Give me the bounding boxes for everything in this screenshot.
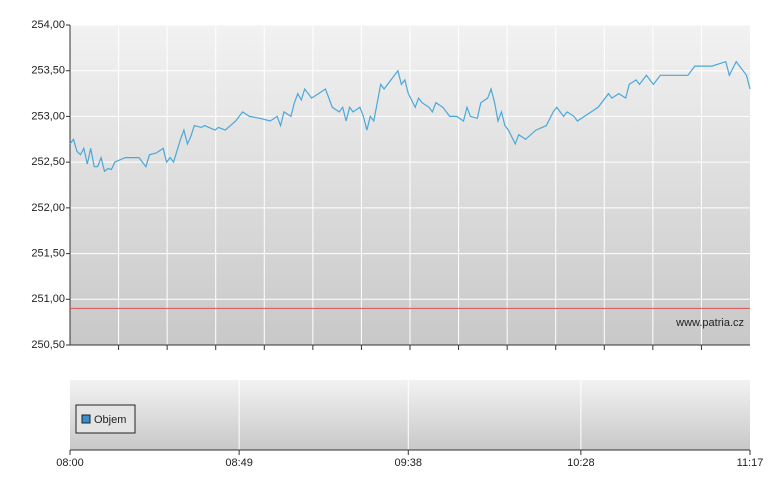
y-tick-label: 253,00 [31,110,65,122]
y-tick-label: 252,00 [31,202,65,214]
x-tick-label: 11:17 [737,457,764,469]
volume-area [70,380,750,450]
y-tick-label: 250,50 [31,339,65,351]
x-tick-label: 09:38 [395,457,423,469]
y-tick-label: 251,00 [31,293,65,305]
y-tick-label: 251,50 [31,247,65,259]
price-line [69,60,751,173]
legend-label: Objem [94,414,126,426]
y-tick-label: 254,00 [31,19,65,31]
x-tick-label: 10:28 [567,457,595,469]
watermark: www.patria.cz [675,317,744,329]
x-tick-label: 08:49 [225,457,253,469]
y-tick-label: 253,50 [31,65,65,77]
y-tick-label: 252,50 [31,156,65,168]
x-tick-label: 08:00 [56,457,84,469]
legend-swatch [81,414,91,424]
